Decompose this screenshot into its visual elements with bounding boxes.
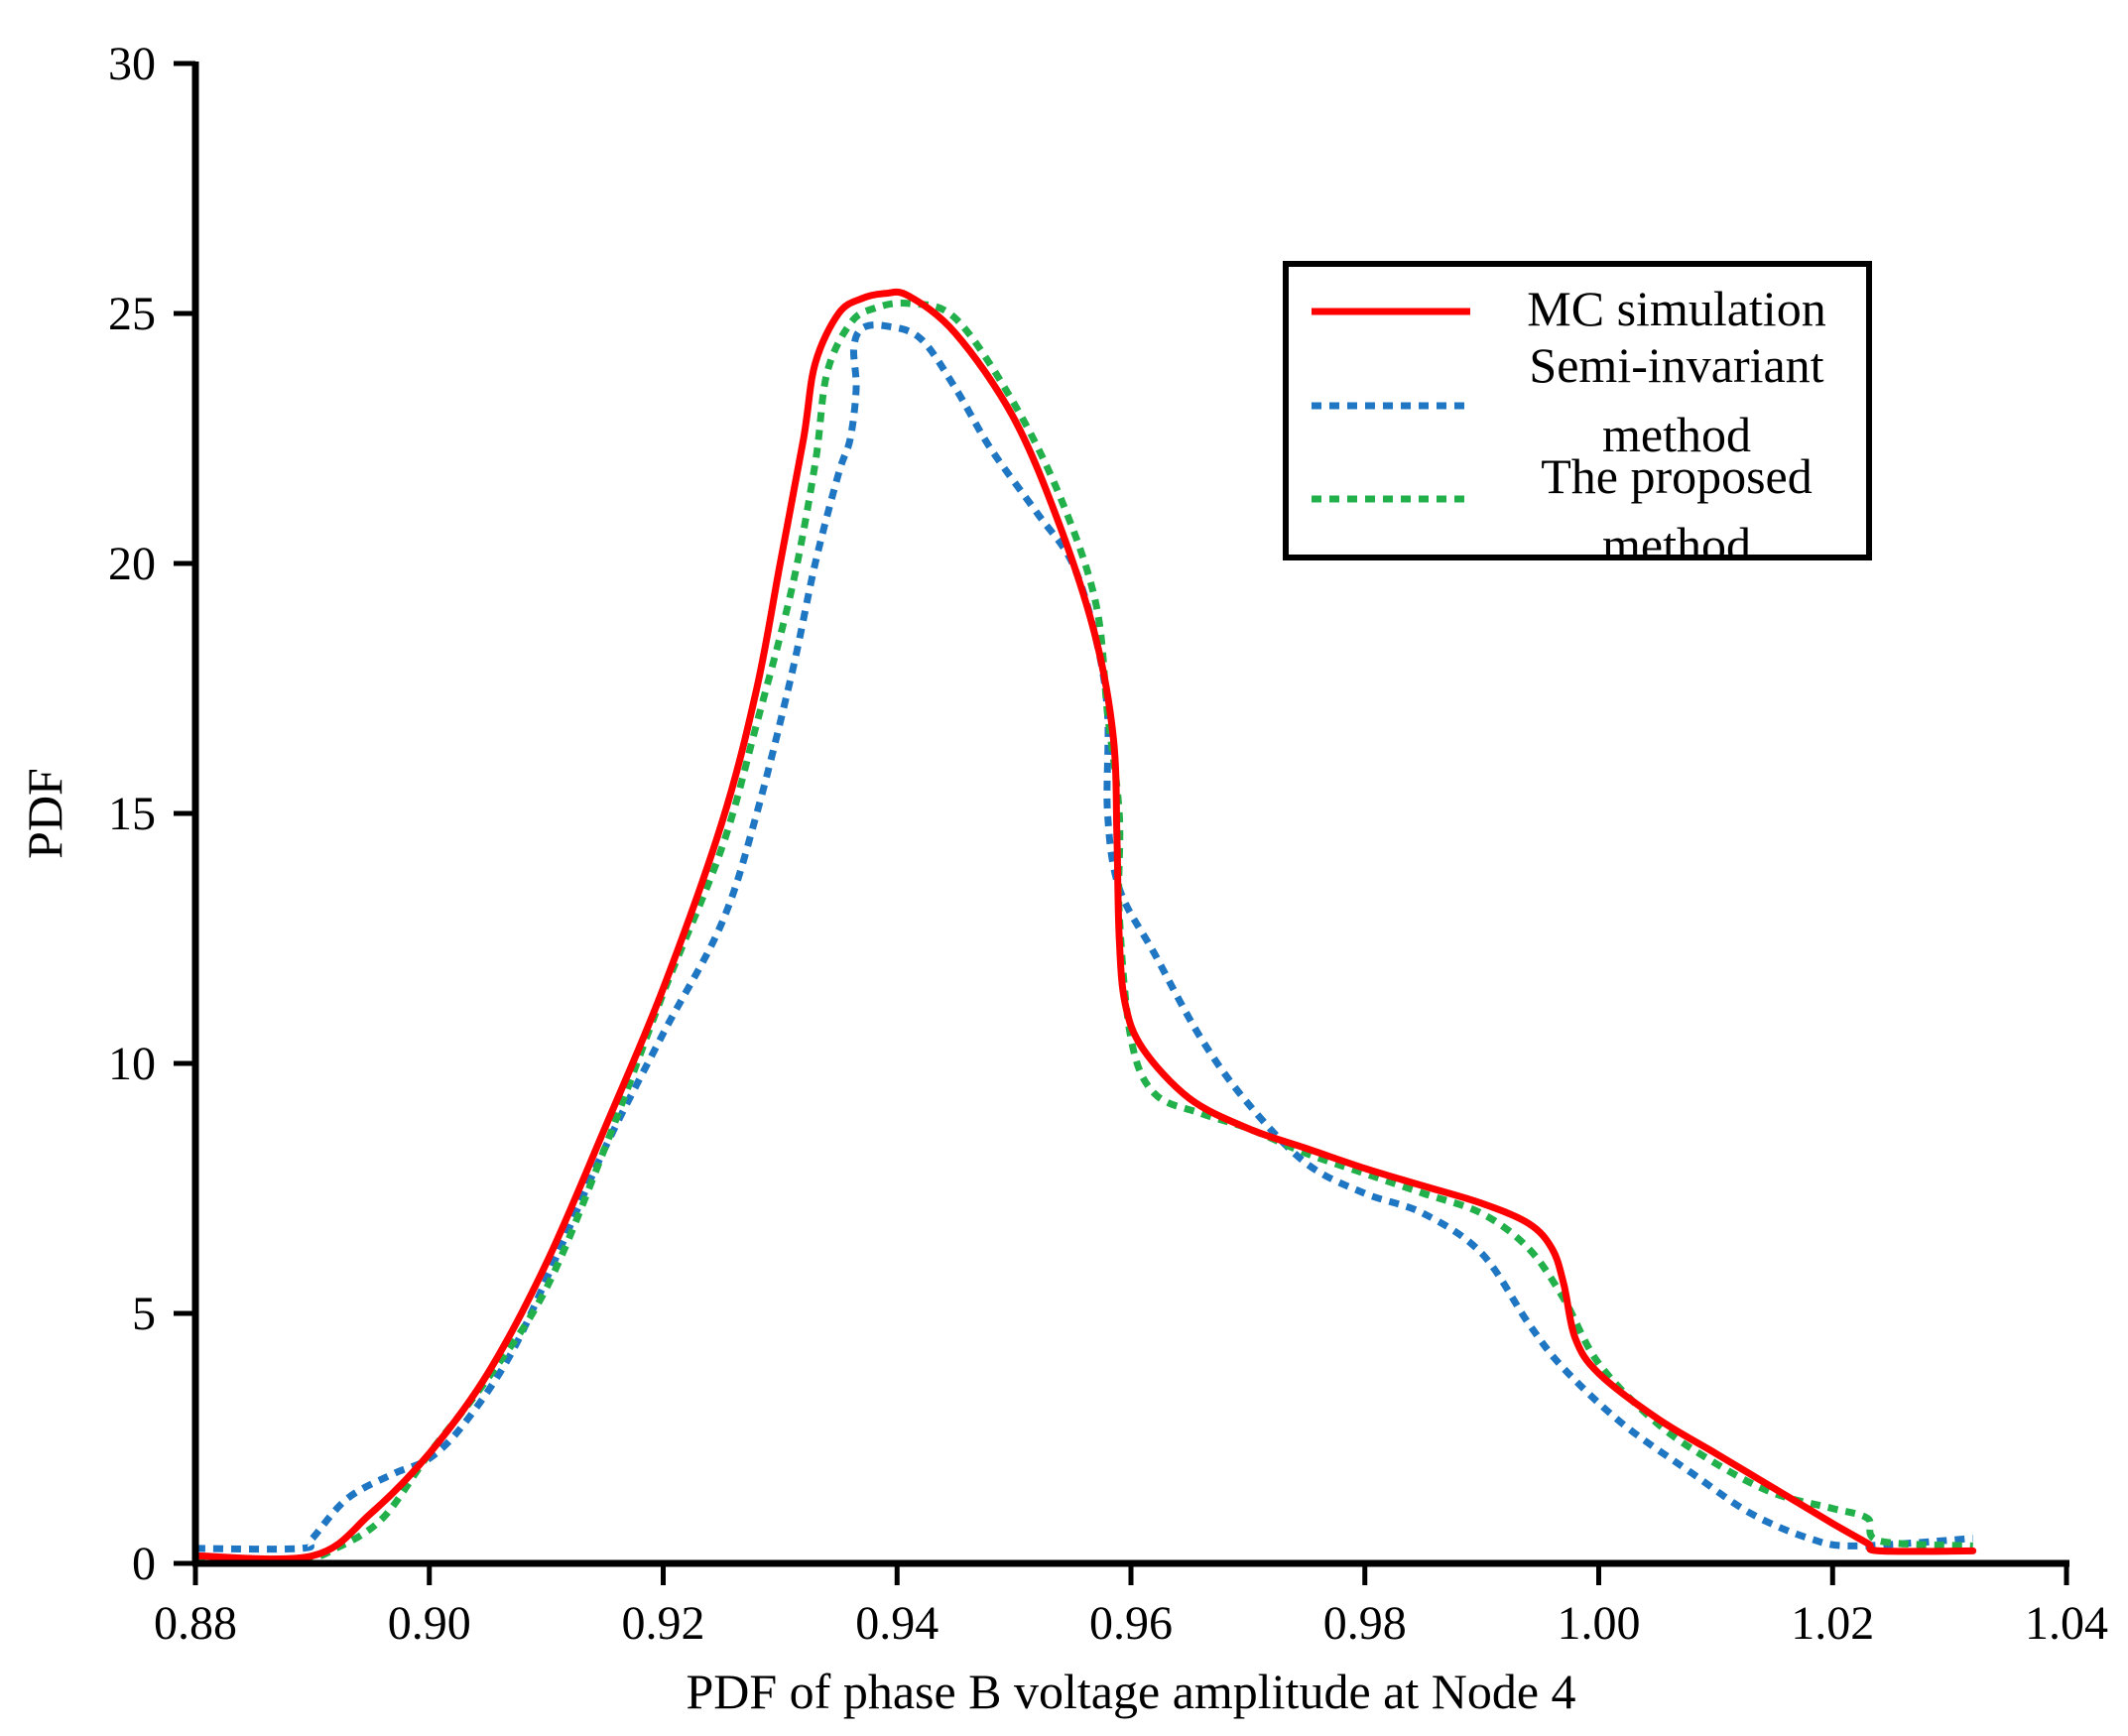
y-axis-title: PDF — [17, 768, 72, 859]
legend-label-0: MC simulation — [1527, 281, 1825, 336]
y-tick-label: 25 — [108, 288, 156, 340]
x-ticks: 0.88 0.90 0.92 0.94 0.96 0.98 1.00 1.02 1.04 — [154, 1563, 2108, 1650]
y-tick-label: 30 — [108, 38, 156, 90]
legend-label-2: method — [1602, 517, 1751, 572]
legend-label-1: Semi-invariant — [1529, 337, 1823, 393]
x-tick-label: 0.96 — [1089, 1597, 1173, 1650]
series-proposed-method-line — [194, 299, 1973, 1563]
y-tick-label: 15 — [108, 788, 156, 840]
x-tick-label: 0.92 — [622, 1597, 705, 1650]
series-semi-invariant-line — [194, 321, 1973, 1553]
x-tick-label: 0.98 — [1323, 1597, 1407, 1650]
x-tick-label: 0.90 — [388, 1597, 471, 1650]
axes: 0.88 0.90 0.92 0.94 0.96 0.98 1.00 1.02 1.04 0 5 1… — [108, 38, 2108, 1650]
x-tick-label: 0.94 — [855, 1597, 939, 1650]
x-tick-label: 0.88 — [154, 1597, 237, 1650]
legend-label-2: The proposed — [1541, 448, 1813, 504]
x-tick-label: 1.02 — [1791, 1597, 1874, 1650]
y-tick-label: 5 — [132, 1288, 156, 1340]
series-mc-simulation-line — [191, 288, 1977, 1563]
y-ticks: 0 5 10 15 20 25 30 — [108, 38, 195, 1590]
series-layer — [191, 288, 1977, 1563]
x-tick-label: 1.00 — [1558, 1597, 1641, 1650]
legend-label-1: method — [1602, 407, 1751, 462]
y-tick-label: 0 — [132, 1538, 156, 1590]
x-axis-title: PDF of phase B voltage amplitude at Node… — [686, 1664, 1575, 1719]
x-tick-label: 1.04 — [2025, 1597, 2108, 1650]
y-tick-label: 10 — [108, 1038, 156, 1090]
y-tick-label: 20 — [108, 538, 156, 590]
